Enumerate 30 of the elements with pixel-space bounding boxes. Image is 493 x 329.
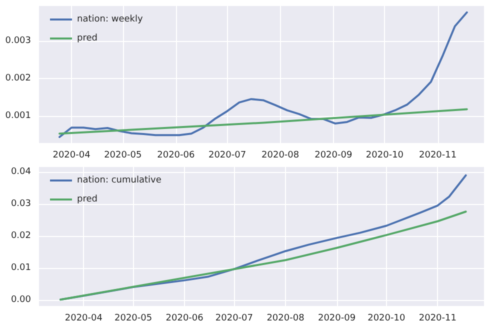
line-series xyxy=(58,11,468,138)
y-tick-label: 0.003 xyxy=(5,36,31,46)
y-tick-label: 0.03 xyxy=(10,198,31,209)
y-tick-label: 0.00 xyxy=(10,295,32,306)
x-tick-label: 2020-07 xyxy=(215,314,254,324)
x-tick-label: 2020-05 xyxy=(114,314,152,324)
x-tick-label: 2020-06 xyxy=(166,314,204,324)
x-tick-label: 2020-10 xyxy=(368,314,406,324)
x-tick-label: 2020-06 xyxy=(157,150,195,160)
x-tick-label: 2020-08 xyxy=(266,314,305,324)
line-series xyxy=(60,210,467,301)
legend-label: nation: cumulative xyxy=(77,176,162,186)
y-tick-label: 0.001 xyxy=(5,110,31,121)
x-tick-label: 2020-04 xyxy=(64,314,103,324)
x-tick-label: 2020-05 xyxy=(104,150,142,160)
x-tick-label: 2020-04 xyxy=(52,150,91,160)
x-tick-label: 2020-09 xyxy=(314,150,352,160)
x-tick-label: 2020-07 xyxy=(208,150,246,160)
x-tick-label: 2020-11 xyxy=(418,150,457,160)
y-tick-label: 0.04 xyxy=(10,166,32,177)
x-tick-label: 2020-09 xyxy=(318,314,356,324)
y-tick-label: 0.02 xyxy=(10,231,31,242)
y-tick-label: 0.01 xyxy=(10,263,31,274)
legend-label: pred xyxy=(77,34,98,44)
legend-label: pred xyxy=(77,194,98,204)
x-tick-label: 2020-08 xyxy=(262,150,300,160)
legend-label: nation: weekly xyxy=(77,14,144,24)
x-tick-label: 2020-11 xyxy=(418,314,456,324)
x-tick-label: 2020-10 xyxy=(366,150,404,160)
y-tick-label: 0.002 xyxy=(5,73,31,84)
